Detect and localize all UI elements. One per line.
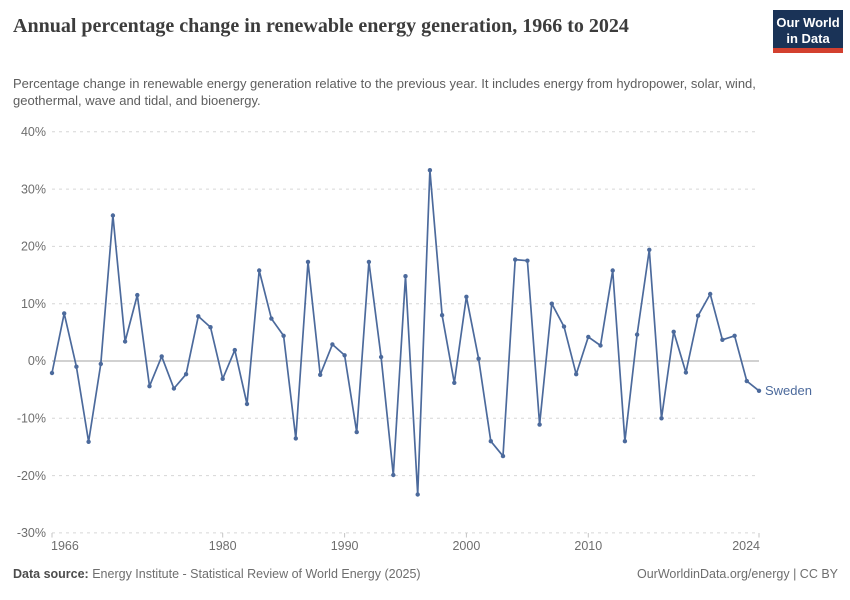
data-point [537, 422, 542, 427]
data-point [439, 313, 445, 318]
data-point [257, 268, 262, 273]
y-axis-label: 20% [21, 240, 46, 254]
data-point [49, 370, 55, 376]
x-axis-label: 1990 [331, 539, 359, 553]
data-point [342, 353, 347, 358]
data-point [330, 342, 335, 347]
entity-label: Sweden [765, 383, 812, 398]
data-point [659, 416, 664, 421]
data-source-text: Energy Institute - Statistical Review of… [88, 567, 421, 581]
owid-logo-line1: Our World [776, 15, 840, 30]
data-point [281, 333, 286, 338]
line-chart: 40% 30% 20% 10% 0% -10% -20% -30% 1966 1980 1990 20… [0, 118, 850, 558]
data-point [159, 354, 164, 359]
data-point [403, 274, 408, 279]
x-axis-label: 2024 [732, 539, 760, 553]
data-point [135, 292, 140, 298]
data-point [610, 268, 615, 273]
page-title: Annual percentage change in renewable en… [13, 15, 629, 37]
data-point [720, 337, 725, 342]
data-point [586, 334, 591, 340]
data-point [110, 213, 116, 218]
data-point [293, 436, 298, 441]
y-axis-label: -30% [17, 526, 46, 540]
data-point [61, 311, 67, 316]
data-point [122, 339, 128, 344]
data-point [196, 314, 201, 319]
x-axis-label: 1980 [209, 539, 237, 553]
data-point [634, 332, 640, 337]
data-point [525, 258, 530, 263]
data-point [378, 354, 384, 360]
data-point [598, 343, 603, 348]
y-axis-label: 0% [28, 354, 46, 368]
data-point [391, 472, 396, 478]
data-point [427, 168, 433, 173]
data-point [513, 257, 518, 262]
data-point [744, 378, 749, 384]
data-point [269, 316, 274, 321]
data-point [86, 439, 91, 444]
data-point [232, 347, 237, 353]
owid-logo: Our World in Data [773, 10, 843, 53]
data-point [354, 429, 359, 435]
data-point [318, 372, 323, 377]
y-axis-label: 30% [21, 182, 46, 196]
data-point [683, 370, 689, 375]
y-axis-label: 10% [21, 297, 46, 311]
x-axis-label: 2010 [574, 539, 602, 553]
owid-logo-line2: in Data [786, 31, 830, 46]
data-point [305, 259, 311, 265]
trend-line [51, 169, 760, 496]
data-source: Data source: Energy Institute - Statisti… [13, 567, 421, 581]
data-point [671, 329, 676, 334]
data-point [208, 325, 213, 330]
data-point [220, 376, 225, 381]
chart-subtitle: Percentage change in renewable energy ge… [13, 76, 756, 108]
owid-link[interactable]: OurWorldinData.org/energy | CC BY [636, 567, 838, 581]
y-axis-label: 40% [21, 125, 46, 139]
data-point [561, 324, 567, 329]
data-point [549, 301, 554, 306]
data-source-label: Data source: [13, 567, 89, 581]
data-point [98, 361, 104, 367]
data-point [183, 372, 189, 377]
data-point [147, 384, 152, 389]
data-point [366, 259, 372, 265]
data-point [708, 291, 713, 297]
x-axis-label: 1966 [51, 539, 79, 553]
chart-footer: Data source: Energy Institute - Statisti… [13, 567, 838, 581]
data-point [74, 364, 79, 369]
data-point [415, 492, 420, 497]
data-point [488, 439, 493, 444]
data-point [244, 401, 250, 407]
chart-canvas: 40% 30% 20% 10% 0% -10% -20% -30% 1966 1980 1990 20… [17, 125, 812, 553]
data-point [622, 439, 628, 444]
y-axis-label: -20% [17, 469, 46, 483]
data-point [732, 333, 737, 338]
data-point [574, 372, 579, 377]
data-point [171, 386, 177, 391]
y-axis-label: -10% [17, 412, 46, 426]
data-point [452, 380, 457, 385]
data-point [756, 388, 762, 393]
data-point [647, 247, 652, 252]
data-point [476, 356, 481, 361]
x-axis-label: 2000 [452, 539, 480, 553]
data-point [500, 453, 506, 459]
data-point [464, 294, 469, 299]
data-point [695, 313, 701, 318]
